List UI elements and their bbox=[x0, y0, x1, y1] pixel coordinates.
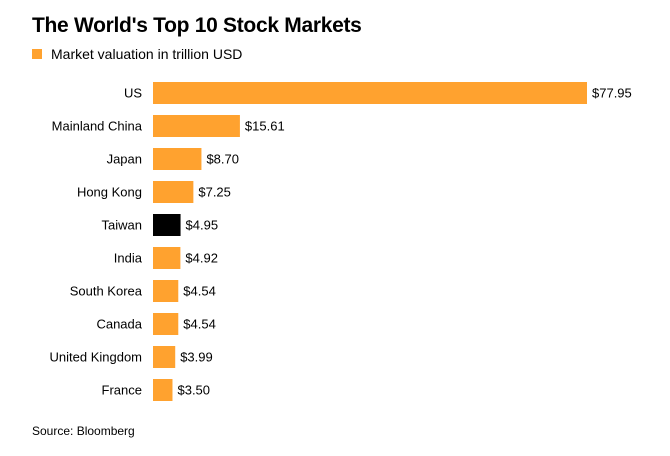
bar-us bbox=[153, 82, 587, 104]
source-note: Source: Bloomberg bbox=[32, 424, 135, 438]
legend-label: Market valuation in trillion USD bbox=[51, 46, 243, 62]
category-label-india: India bbox=[114, 251, 143, 266]
bar-hong-kong bbox=[153, 181, 194, 203]
value-label-india: $4.92 bbox=[185, 251, 218, 266]
value-label-france: $3.50 bbox=[177, 383, 210, 398]
value-label-canada: $4.54 bbox=[183, 317, 216, 332]
bar-france bbox=[153, 379, 173, 401]
value-label-mainland-china: $15.61 bbox=[245, 119, 285, 134]
bar-canada bbox=[153, 313, 179, 335]
category-label-france: France bbox=[102, 383, 142, 398]
chart-legend: Market valuation in trillion USD bbox=[32, 46, 242, 62]
bar-south-korea bbox=[153, 280, 179, 302]
category-label-taiwan: Taiwan bbox=[102, 218, 142, 233]
value-label-united-kingdom: $3.99 bbox=[180, 350, 213, 365]
category-label-canada: Canada bbox=[96, 317, 142, 332]
bar-chart: US $77.95 Mainland China $15.61 Japan $8.70 Ho… bbox=[50, 82, 632, 401]
bar-india bbox=[153, 247, 181, 269]
category-label-hong-kong: Hong Kong bbox=[77, 185, 142, 200]
value-label-south-korea: $4.54 bbox=[183, 284, 216, 299]
category-label-south-korea: South Korea bbox=[70, 284, 143, 299]
value-label-hong-kong: $7.25 bbox=[198, 185, 231, 200]
bar-united-kingdom bbox=[153, 346, 176, 368]
category-label-united-kingdom: United Kingdom bbox=[50, 350, 143, 365]
bar-mainland-china bbox=[153, 115, 240, 137]
legend-swatch bbox=[32, 49, 42, 59]
bar-taiwan bbox=[153, 214, 181, 236]
category-label-japan: Japan bbox=[107, 152, 142, 167]
value-label-us: $77.95 bbox=[592, 86, 632, 101]
chart-title: The World's Top 10 Stock Markets bbox=[32, 14, 362, 37]
category-label-us: US bbox=[124, 86, 142, 101]
category-label-mainland-china: Mainland China bbox=[52, 119, 143, 134]
value-label-japan: $8.70 bbox=[206, 152, 239, 167]
value-label-taiwan: $4.95 bbox=[186, 218, 219, 233]
bar-japan bbox=[153, 148, 202, 170]
